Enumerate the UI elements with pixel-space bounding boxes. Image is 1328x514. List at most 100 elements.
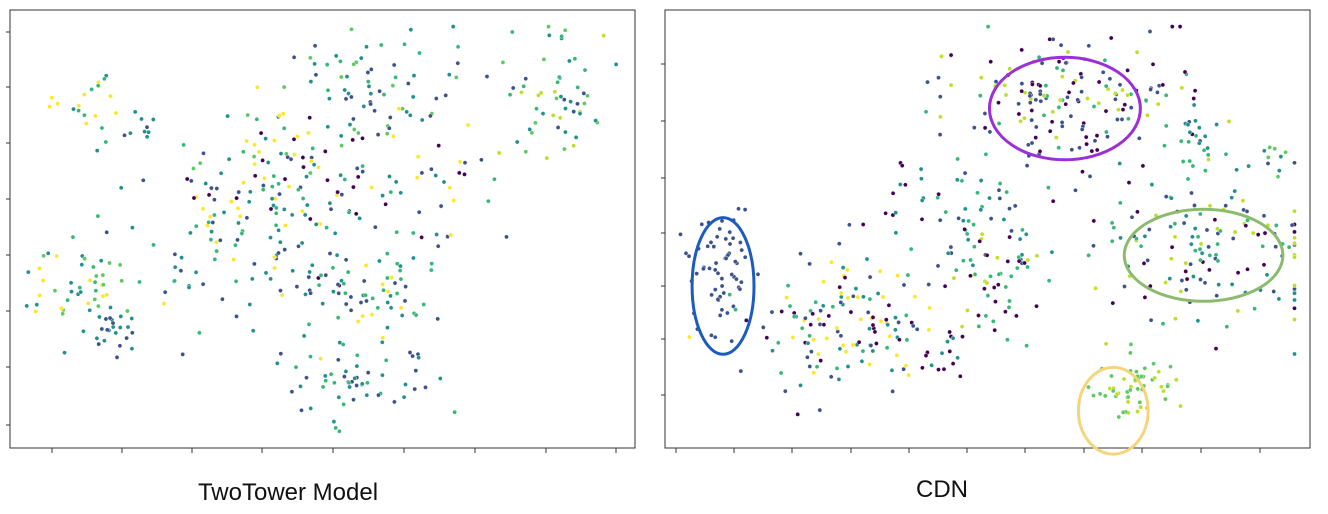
cdn-point <box>962 226 967 232</box>
twotower-point <box>308 170 313 176</box>
cdn-point <box>874 341 879 346</box>
twotower-point <box>144 134 150 140</box>
cdn-point <box>972 125 977 130</box>
cdn-point <box>729 272 735 277</box>
cdn-point <box>1083 134 1089 140</box>
cdn-point <box>856 339 862 345</box>
twotower-point <box>360 169 366 174</box>
twotower-point <box>358 300 364 305</box>
cdn-point <box>1169 256 1174 262</box>
twotower-point <box>341 281 347 286</box>
twotower-point <box>87 278 93 283</box>
cdn-point <box>905 272 911 278</box>
twotower-point <box>364 392 370 398</box>
twotower-point <box>118 325 123 330</box>
twotower-point <box>289 389 295 395</box>
twotower-point <box>393 75 398 80</box>
cdn-point <box>1034 124 1039 130</box>
twotower-point <box>437 376 443 381</box>
twotower-point <box>496 150 502 156</box>
twotower-point <box>96 341 101 347</box>
cdn-point <box>683 250 689 256</box>
twotower-point <box>52 288 58 293</box>
twotower-point <box>562 27 568 33</box>
twotower-point <box>49 95 55 100</box>
cdn-point <box>810 311 816 317</box>
twotower-point <box>191 166 196 171</box>
cdn-point <box>814 364 820 370</box>
twotower-point <box>306 274 312 280</box>
twotower-point <box>377 258 382 264</box>
twotower-point <box>281 126 287 131</box>
cdn-point <box>727 292 733 297</box>
cdn-point <box>1198 277 1203 282</box>
twotower-point <box>582 101 587 106</box>
cdn-point <box>1125 92 1130 98</box>
twotower-point <box>24 303 30 309</box>
twotower-point <box>349 94 354 100</box>
twotower-point <box>375 305 381 311</box>
cdn-point <box>1264 272 1270 278</box>
twotower-point <box>142 129 147 134</box>
twotower-point <box>308 354 313 359</box>
cdn-point <box>744 318 749 323</box>
twotower-point <box>573 135 579 140</box>
twotower-point <box>320 301 326 306</box>
twotower-point <box>369 185 375 190</box>
twotower-point <box>92 279 98 285</box>
twotower-point <box>150 117 156 122</box>
twotower-point <box>325 124 331 130</box>
twotower-point <box>212 212 217 218</box>
twotower-point <box>393 179 399 185</box>
cdn-point <box>1073 187 1078 193</box>
cdn-point <box>1292 283 1297 288</box>
twotower-point <box>101 282 106 288</box>
twotower-point <box>208 237 214 242</box>
cdn-point <box>1006 305 1012 310</box>
twotower-point <box>298 384 303 389</box>
cdn-point <box>1134 49 1140 55</box>
cdn-point <box>764 335 770 341</box>
twotower-point <box>188 178 194 184</box>
twotower-point <box>558 94 564 99</box>
twotower-point <box>381 287 386 293</box>
cdn-point <box>1190 234 1195 240</box>
cdn-point <box>1060 74 1065 79</box>
twotower-point <box>398 305 404 311</box>
twotower-point <box>327 200 333 206</box>
cdn-point <box>929 362 934 368</box>
cdn-point <box>1022 115 1027 121</box>
cdn-point <box>1271 289 1276 294</box>
cdn-point <box>893 327 898 333</box>
twotower-point <box>356 130 361 136</box>
twotower-point <box>318 356 323 362</box>
cdn-point <box>996 187 1002 193</box>
cdn-point <box>1019 81 1025 86</box>
twotower-point <box>269 196 275 201</box>
twotower-point <box>100 272 106 278</box>
cdn-point <box>1128 342 1134 347</box>
cdn-point <box>961 218 966 223</box>
cdn-point <box>947 329 952 335</box>
cdn-point <box>955 177 960 183</box>
cdn-point <box>709 292 714 298</box>
cdn-point <box>1164 123 1169 129</box>
cdn-point <box>727 241 733 247</box>
twotower-point <box>301 164 306 170</box>
cdn-point <box>1126 116 1131 122</box>
cdn-point <box>1012 203 1018 209</box>
twotower-point <box>354 363 360 369</box>
cdn-cluster-highlight-ellipse <box>690 216 756 356</box>
cdn-point <box>1068 113 1074 119</box>
twotower-point <box>241 180 246 185</box>
cdn-point <box>1229 282 1235 287</box>
cdn-point <box>739 247 745 253</box>
cdn-point <box>937 217 943 223</box>
twotower-point <box>397 268 403 273</box>
twotower-point <box>268 235 273 240</box>
cdn-point <box>1001 217 1007 222</box>
cdn-point <box>1229 195 1234 200</box>
cdn-point <box>1292 317 1297 322</box>
twotower-point <box>462 160 468 165</box>
cdn-point <box>1065 95 1070 100</box>
